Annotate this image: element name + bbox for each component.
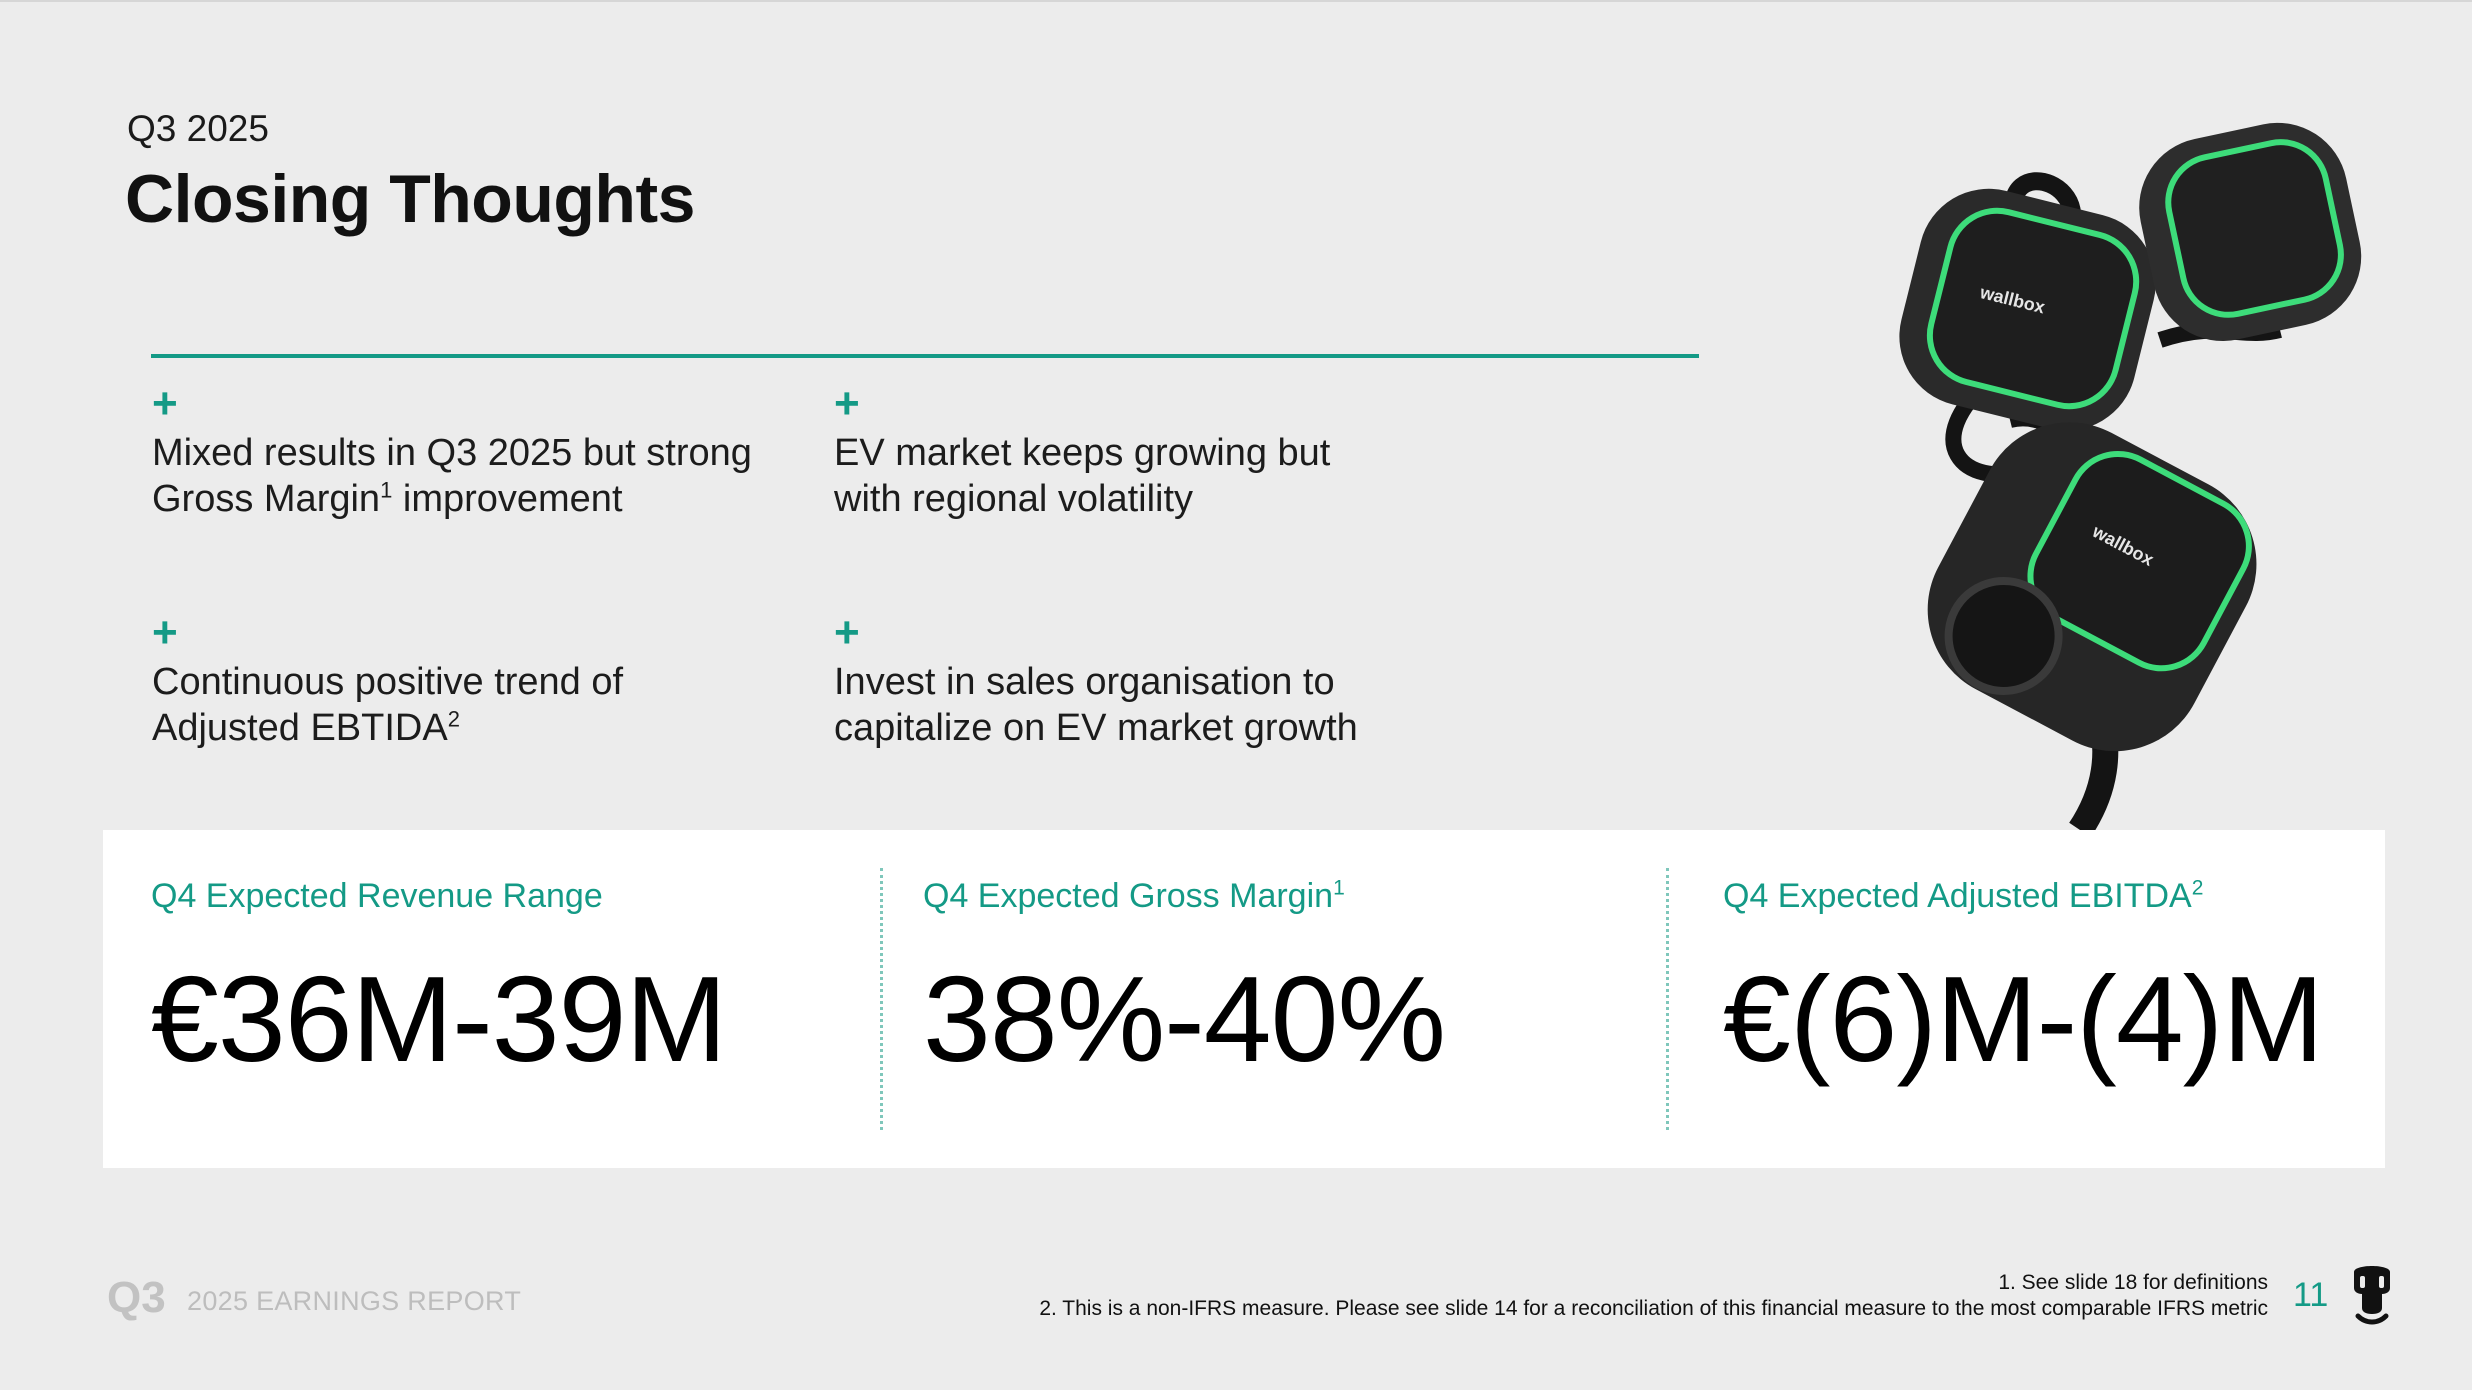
point-mixed-results: + Mixed results in Q3 2025 but strong Gr… <box>152 382 792 522</box>
footnote-1: 1. See slide 18 for definitions <box>1998 1271 2268 1294</box>
plus-icon: + <box>834 379 860 428</box>
metric-value: €(6)M-(4)M <box>1723 951 2324 1087</box>
footnotes: 1. See slide 18 for definitions 2. This … <box>1039 1270 2268 1322</box>
point-text: Continuous positive trend of Adjusted EB… <box>152 661 624 749</box>
metric-value: €36M-39M <box>151 951 727 1087</box>
metric-label: Q4 Expected Revenue Range <box>151 877 603 915</box>
page-number: 11 <box>2293 1276 2329 1314</box>
plus-icon: + <box>152 608 178 657</box>
point-text: EV market keeps growing but with regiona… <box>834 432 1331 520</box>
point-text: Mixed results in Q3 2025 but strong Gros… <box>152 432 752 520</box>
metric-divider <box>1666 868 1669 1130</box>
point-ev-market: + EV market keeps growing but with regio… <box>834 382 1474 522</box>
metric-divider <box>880 868 883 1130</box>
point-text: Invest in sales organisation to capitali… <box>834 661 1358 749</box>
footer-report-title: 2025 EARNINGS REPORT <box>187 1286 522 1316</box>
top-border <box>0 0 2472 2</box>
wallbox-chargers-image: wallbox wallbox <box>1899 122 2362 830</box>
plus-icon: + <box>834 608 860 657</box>
footer-quarter: Q3 <box>107 1273 166 1322</box>
section-divider-line <box>151 354 1699 358</box>
slide-title: Closing Thoughts <box>125 161 695 237</box>
metric-label: Q4 Expected Adjusted EBITDA2 <box>1723 876 2204 915</box>
slide-eyebrow: Q3 2025 <box>127 108 269 149</box>
guidance-panel: Q4 Expected Revenue Range €36M-39M Q4 Ex… <box>103 830 2385 1168</box>
wallbox-logo-icon <box>2354 1266 2390 1325</box>
footnote-2: 2. This is a non-IFRS measure. Please se… <box>1039 1297 2268 1320</box>
point-sales-investment: + Invest in sales organisation to capita… <box>834 611 1474 751</box>
plus-icon: + <box>152 379 178 428</box>
metric-value: 38%-40% <box>923 951 1446 1087</box>
point-ebitda-trend: + Continuous positive trend of Adjusted … <box>152 611 792 751</box>
metric-label: Q4 Expected Gross Margin1 <box>923 876 1345 915</box>
